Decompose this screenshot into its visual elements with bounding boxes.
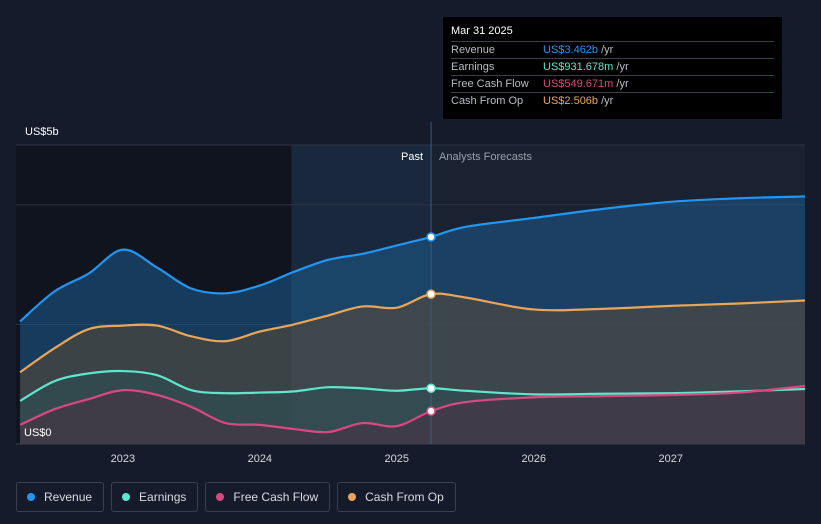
tooltip-label: Free Cash Flow [451, 78, 529, 90]
tooltip: Mar 31 2025 Revenue US$3.462b /yr Earnin… [443, 17, 782, 119]
legend-label: Cash From Op [365, 490, 444, 504]
tooltip-label: Earnings [451, 61, 495, 73]
earnings-dot-icon [122, 493, 131, 501]
past-label: Past [401, 151, 423, 163]
cash-from-op-dot-icon [348, 493, 357, 501]
marker-revenue [426, 232, 436, 242]
line-revenue [19, 195, 806, 323]
x-tick-label: 2026 [522, 453, 546, 465]
tooltip-value: US$549.671m /yr [543, 78, 629, 90]
legend-label: Free Cash Flow [233, 490, 319, 504]
legend-item-earnings[interactable]: Earnings [111, 482, 199, 512]
tooltip-label: Revenue [451, 44, 496, 56]
marker-earnings [426, 383, 436, 394]
x-tick-label: 2027 [659, 453, 683, 465]
tooltip-row-earnings: Earnings US$931.678m /yr [451, 58, 774, 76]
legend: Revenue Earnings Free Cash Flow Cash Fro… [16, 482, 456, 512]
tooltip-row-cash-from-op: Cash From Op US$2.506b /yr [451, 92, 774, 110]
tooltip-row-free-cash-flow: Free Cash Flow US$549.671m /yr [451, 75, 774, 93]
y-axis-bottom-label: US$0 [24, 427, 52, 439]
marker-cash-from-op [426, 289, 436, 299]
x-tick-label: 2025 [385, 453, 409, 465]
marker-free-cash-flow [426, 406, 436, 416]
tooltip-value: US$931.678m /yr [543, 61, 629, 73]
tooltip-value: US$2.506b /yr [543, 95, 614, 107]
x-tick-label: 2024 [248, 453, 272, 465]
tooltip-date: Mar 31 2025 [451, 25, 513, 37]
revenue-dot-icon [27, 493, 35, 501]
tooltip-row-revenue: Revenue US$3.462b /yr [451, 41, 774, 59]
area-free-cash-flow [20, 385, 805, 444]
free-cash-flow-dot-icon [216, 493, 225, 501]
legend-label: Revenue [44, 490, 93, 504]
line-earnings [19, 369, 806, 402]
line-cash-from-op [19, 292, 806, 374]
tooltip-value: US$3.462b /yr [543, 44, 614, 56]
forecast-label: Analysts Forecasts [439, 151, 532, 163]
line-free-cash-flow [19, 384, 806, 434]
legend-item-free-cash-flow[interactable]: Free Cash Flow [205, 482, 331, 512]
legend-label: Earnings [139, 490, 187, 504]
tooltip-label: Cash From Op [451, 95, 524, 107]
x-tick-label: 2023 [111, 453, 135, 465]
legend-item-cash-from-op[interactable]: Cash From Op [337, 482, 456, 512]
y-axis-top-label: US$5b [25, 126, 59, 138]
legend-item-revenue[interactable]: Revenue [16, 482, 105, 512]
